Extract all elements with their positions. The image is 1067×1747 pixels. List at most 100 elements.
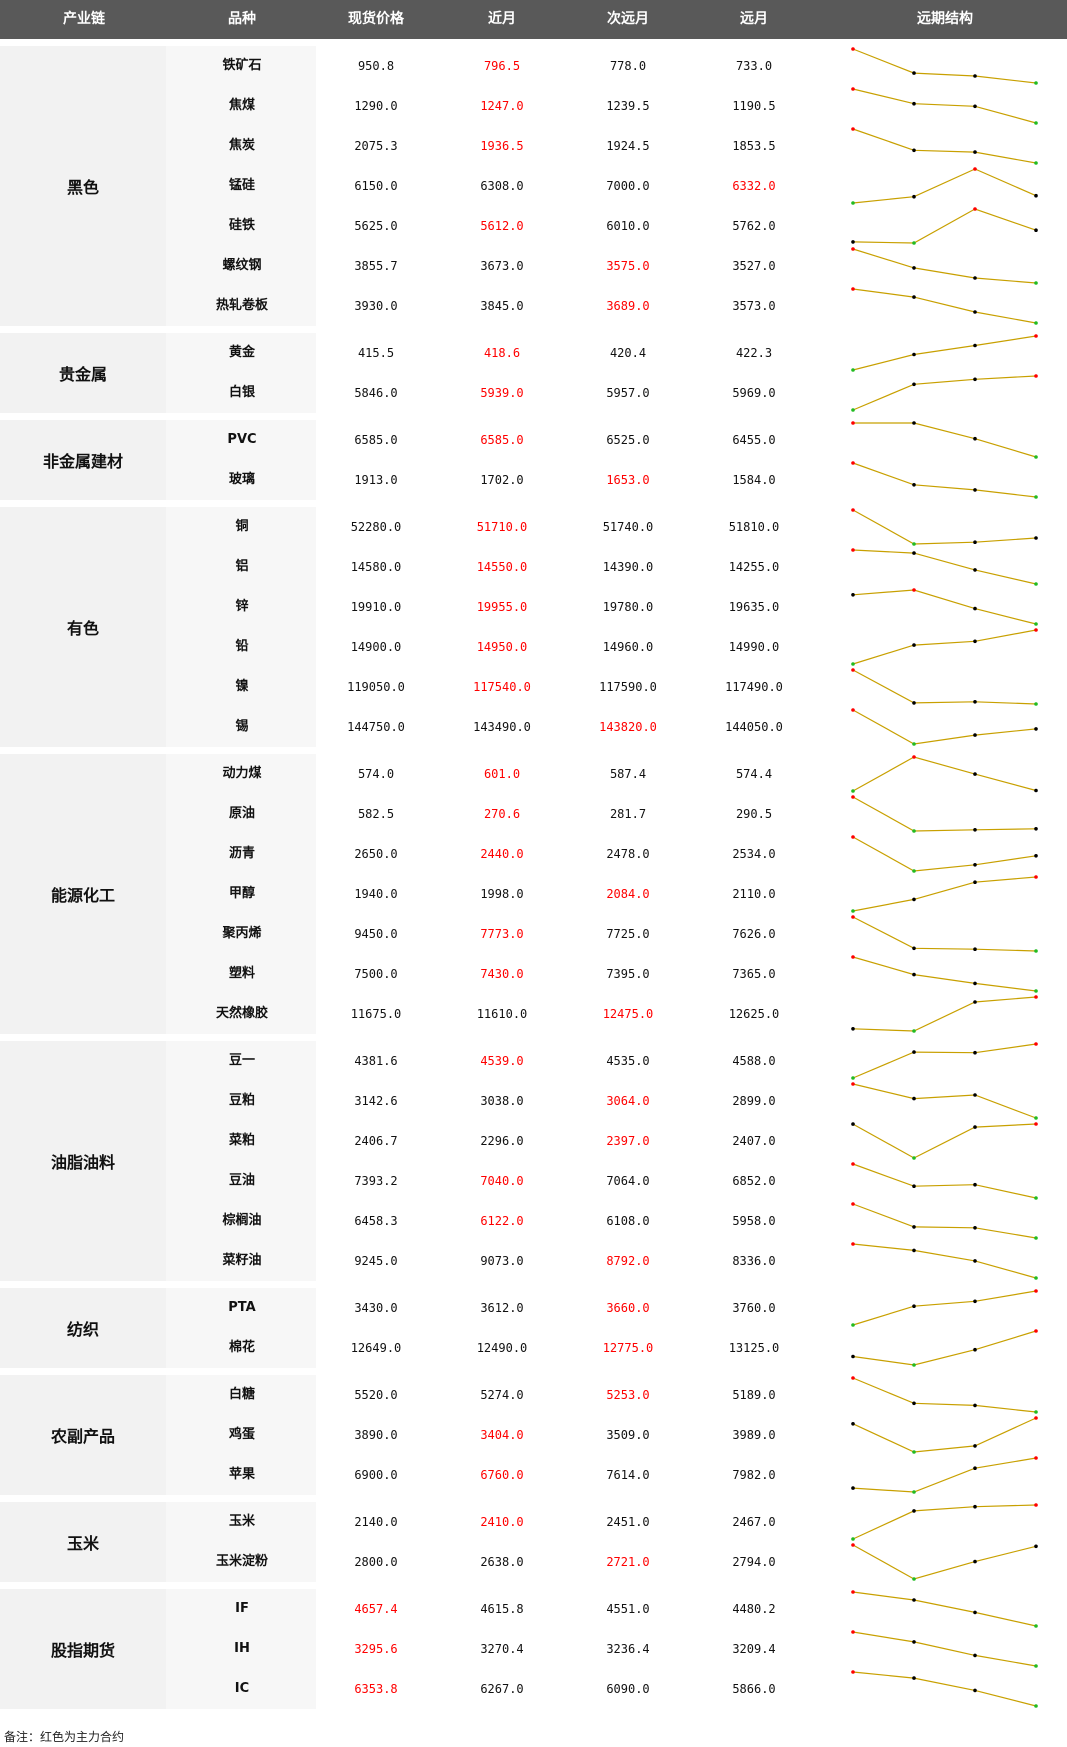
header-cell: 近月 [488,11,516,27]
price-spot: 1940.0 [354,887,398,901]
sparkline-path [852,549,1037,585]
variety-name: 沥青 [228,846,255,861]
variety-name: 螺纹钢 [222,258,262,273]
price-near: 12490.0 [476,1341,528,1355]
price-spot: 574.0 [357,767,395,781]
variety-name: 豆一 [228,1053,255,1068]
term-structure-sparkline [851,87,1038,125]
price-next: 12775.0 [602,1341,654,1355]
price-next: 8792.0 [606,1254,650,1268]
sparkline-point [1034,622,1038,626]
variety-name: 铜 [235,519,249,534]
price-next: 14960.0 [602,640,654,654]
sparkline-point [912,1598,916,1602]
sparkline-point [851,1670,855,1674]
price-far: 5866.0 [732,1682,776,1696]
sparkline-point [1034,788,1038,793]
sparkline-point [912,295,916,299]
table-row: 苹果 6900.0 6760.0 7614.0 7982.0 [0,1455,1067,1495]
sparkline-point [912,1050,916,1054]
price-near: 4539.0 [480,1054,524,1068]
price-near: 6308.0 [480,179,524,193]
price-spot: 12649.0 [350,1341,402,1355]
table-row: 焦炭 2075.3 1936.5 1924.5 1853.5 [0,126,1067,166]
sparkline-path [852,1631,1037,1667]
price-near: 6585.0 [480,433,524,447]
table-row: 甲醇 1940.0 1998.0 2084.0 2110.0 [0,874,1067,914]
sparkline-path [852,996,1037,1032]
table-row: 豆一 4381.6 4539.0 4535.0 4588.0 [0,1041,1067,1081]
sparkline-point [1034,1196,1038,1200]
price-near: 7430.0 [480,967,524,981]
sparkline-path [852,709,1037,745]
header-cell: 品种 [228,11,256,27]
price-far: 5189.0 [732,1388,776,1402]
sparkline-point [1034,193,1038,198]
sparkline-point [973,828,977,832]
sparkline-point [1034,875,1038,879]
term-structure-sparkline [851,374,1038,412]
price-spot: 1913.0 [354,473,398,487]
sparkline-point [973,310,977,314]
sparkline-point [912,1640,916,1644]
price-spot: 9245.0 [354,1254,398,1268]
price-spot: 52280.0 [350,520,402,534]
variety-column-bg [166,1502,316,1582]
table-row: 动力煤 574.0 601.0 587.4 574.4 [0,754,1067,794]
price-next: 51740.0 [602,520,654,534]
price-near: 5939.0 [480,386,524,400]
sparkline-path [852,88,1037,124]
price-spot: 3430.0 [354,1301,398,1315]
sparkline-point [851,461,855,465]
variety-name: 天然橡胶 [215,1006,268,1021]
sparkline-point [973,1688,977,1693]
price-far: 1853.5 [732,139,776,153]
sparkline-point [912,194,916,199]
sparkline-path [852,1163,1037,1199]
sparkline-point [851,955,855,959]
sparkline-point [912,1401,916,1406]
sparkline-point [973,1403,977,1408]
price-spot: 2650.0 [354,847,398,861]
term-structure-sparkline [851,1543,1038,1581]
sparkline-point [1034,854,1038,858]
variety-column-bg [166,754,316,1034]
price-near: 143490.0 [473,720,531,734]
term-structure-sparkline [851,167,1038,205]
price-spot: 3890.0 [354,1428,398,1442]
sparkline-point [912,1509,916,1513]
variety-name: 玻璃 [228,472,255,487]
price-far: 7626.0 [732,927,776,941]
sparkline-point [1034,1416,1038,1420]
price-next: 4535.0 [606,1054,650,1068]
term-structure-sparkline [851,1202,1038,1240]
price-near: 270.6 [483,807,521,821]
sparkline-point [851,1354,855,1359]
price-far: 144050.0 [725,720,783,734]
price-next: 7395.0 [606,967,650,981]
sparkline-point [973,947,977,951]
price-spot: 3295.6 [354,1642,398,1656]
variety-name: 玉米淀粉 [215,1554,268,1569]
table-row: 硅铁 5625.0 5612.0 6010.0 5762.0 [0,206,1067,246]
price-far: 2794.0 [732,1555,776,1569]
variety-name: 豆粕 [228,1093,255,1108]
variety-name: 玉米 [228,1514,255,1529]
sparkline-path [852,836,1037,872]
sparkline-point [973,1299,977,1304]
table-row: 黄金 415.5 418.6 420.4 422.3 [0,333,1067,373]
term-structure-sparkline [851,1042,1038,1080]
price-far: 2899.0 [732,1094,776,1108]
price-far: 1190.5 [732,99,776,113]
sparkline-point [912,382,916,387]
sparkline-point [973,1093,977,1097]
sparkline-path [852,168,1037,204]
price-near: 1998.0 [480,887,524,901]
sparkline-point [1034,1664,1038,1668]
price-next: 2397.0 [606,1134,650,1148]
price-near: 2638.0 [480,1555,524,1569]
sparkline-point [1034,1624,1038,1628]
table-row: 棕榈油 6458.3 6122.0 6108.0 5958.0 [0,1201,1067,1241]
sparkline-point [851,1422,855,1426]
variety-name: IC [234,1681,250,1696]
